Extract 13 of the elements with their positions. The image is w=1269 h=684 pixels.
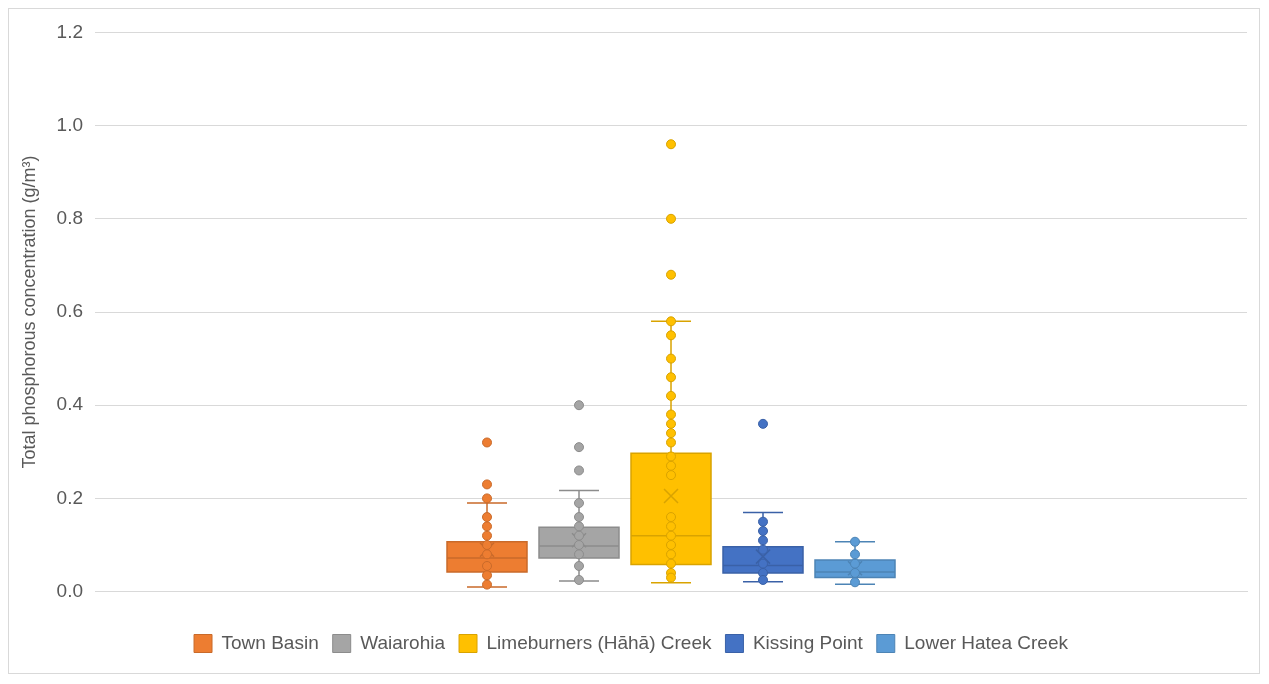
- y-tick-label: 0.2: [56, 486, 84, 508]
- y-tick-label: 0.0: [56, 579, 84, 601]
- legend-label: Lower Hatea Creek: [904, 631, 1069, 653]
- legend-label: Waiarohia: [360, 631, 446, 653]
- legend-label: Kissing Point: [752, 631, 864, 653]
- y-tick-label: 0.4: [56, 393, 84, 415]
- y-tick-label: 1.0: [56, 113, 84, 135]
- y-tick-label: 1.2: [56, 20, 84, 42]
- y-axis-title: Total phosphorous concentration (g/m³): [18, 155, 39, 469]
- legend-label: Town Basin: [221, 631, 319, 653]
- y-tick-label: 0.6: [56, 300, 84, 322]
- legend-label: Limeburners (Hāhā) Creek: [486, 631, 712, 653]
- y-tick-label: 0.8: [56, 207, 84, 229]
